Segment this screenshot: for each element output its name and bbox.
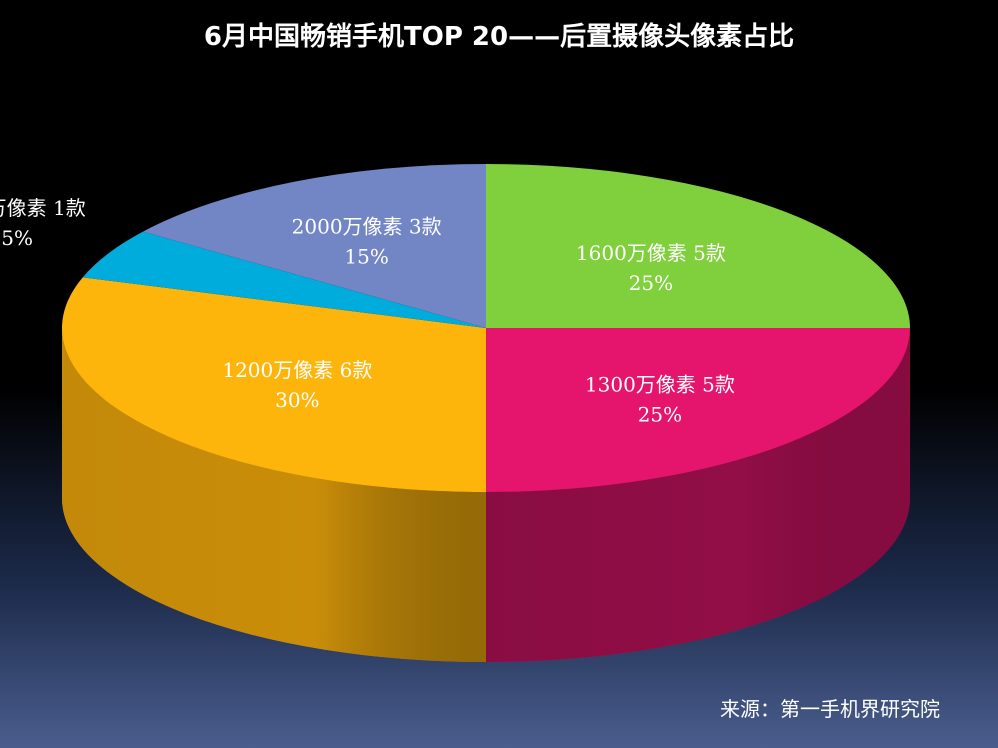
slice-pct-0: 25% — [629, 271, 673, 295]
pie-sides — [62, 328, 910, 662]
slice-label-0: 1600万像素 5款 — [576, 241, 726, 265]
slice-pct-3: 5% — [1, 226, 33, 250]
pie-slice-3 — [82, 231, 486, 328]
source-note: 来源：第一手机界研究院 — [720, 697, 940, 721]
slice-pct-2: 30% — [275, 388, 319, 412]
pie-side-shade-2 — [62, 328, 486, 662]
pie-labels: 1600万像素 5款 25% 1300万像素 5款 25% 1200万像素 6款 30% 8… — [0, 196, 735, 426]
pie-slice-0 — [486, 164, 910, 328]
slice-pct-1: 25% — [638, 402, 682, 426]
pie-tops — [62, 164, 910, 492]
pie-side-shade-1 — [486, 328, 910, 662]
slice-label-3: 800万像素 1款 — [0, 196, 86, 220]
slice-pct-4: 15% — [344, 244, 388, 268]
slice-label-2: 1200万像素 6款 — [222, 358, 372, 382]
pie-slice-4 — [142, 164, 486, 328]
chart-title: 6月中国畅销手机TOP 20——后置摄像头像素占比 — [203, 22, 795, 52]
slice-label-1: 1300万像素 5款 — [585, 372, 735, 396]
pie-slice-2 — [62, 277, 487, 492]
slice-label-4: 2000万像素 3款 — [292, 214, 442, 238]
pie-slice-1 — [486, 328, 910, 492]
